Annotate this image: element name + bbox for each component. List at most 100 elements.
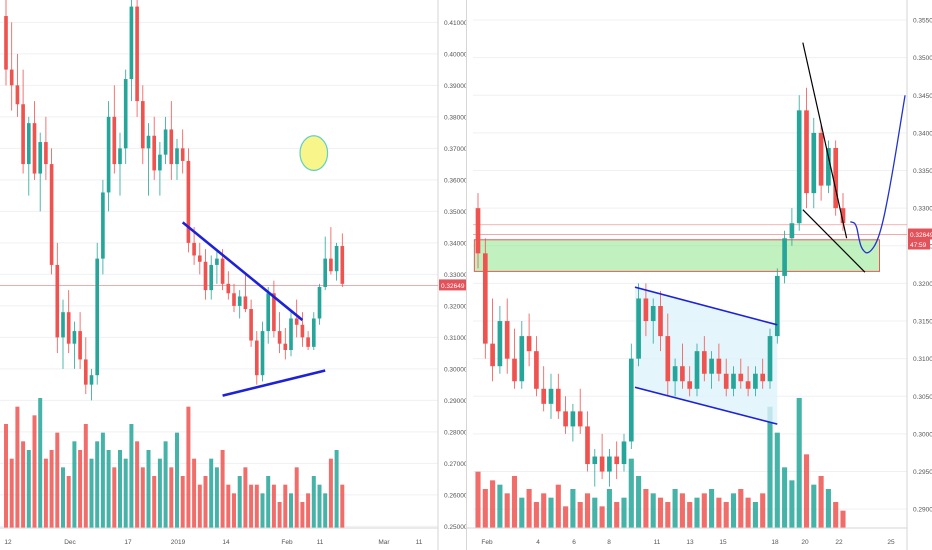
time-tick-label: 2019 [171,539,186,546]
candle-body [329,258,333,272]
volume-bar [833,502,839,528]
volume-bar [254,484,259,528]
volume-bar [89,458,94,528]
candle-body [738,373,744,382]
volume-bar [533,502,539,528]
candle-body [804,110,809,194]
candle [767,328,773,389]
candle [277,312,282,354]
candle-body [283,343,288,350]
time-tick-label: 4 [536,539,540,546]
candle-body [534,351,539,389]
volume-bar [4,424,8,528]
candle-body [9,69,14,86]
volume-bar [66,476,71,528]
candle [643,283,649,337]
candle [774,268,780,344]
candle [512,328,517,389]
volume-bar [283,484,288,528]
candle [340,233,345,287]
candle-body [760,373,766,382]
time-tick-label: 11 [317,539,324,546]
candle-body [21,104,25,165]
candle-body [311,318,316,347]
candle [585,411,590,472]
candle-body [687,381,693,389]
candle-body [186,160,191,243]
candle [789,208,795,246]
volume-bar [49,450,54,528]
candle-body [306,337,310,347]
volume-bar [157,458,162,528]
volume-bar [803,454,810,528]
volume-bar [760,493,766,528]
candle [118,132,122,196]
candle [811,117,817,209]
candle [650,298,656,344]
trendline[interactable] [802,209,866,273]
price-tick-label: 0.35000 [913,55,932,62]
candle [796,95,802,231]
candle [760,358,766,389]
left-time-axis[interactable]: 12 Dec 17 2019 14 Feb 11 Mar 11 [0,527,438,546]
candle-body [497,321,503,367]
volume-bar [555,484,561,528]
candle [289,312,293,357]
price-tick-label: 0.36000 [444,177,466,184]
candle [169,101,174,180]
channel-lower-line[interactable] [634,386,778,425]
volume-bar [584,493,591,528]
last-price-badge [908,228,932,240]
candle [497,306,503,374]
left-annotations[interactable] [181,135,329,397]
volume-bar [152,476,157,528]
candle [215,249,219,284]
candle-body [548,388,554,404]
left-price-axis[interactable]: 0.41000 0.40000 0.39000 0.38000 0.37000 0.360… [437,0,466,550]
candle-body [577,411,583,427]
candle [21,69,25,174]
volume-bar [118,450,122,528]
volume-bar [782,467,788,528]
candle [158,142,162,196]
candle [203,249,208,300]
target-circle[interactable] [299,135,329,172]
trendline[interactable] [222,369,326,397]
trendline[interactable] [181,221,304,322]
candle [180,129,185,174]
candle [140,85,145,165]
candle-body [95,258,100,376]
candle [782,230,787,284]
candle-body [614,456,620,465]
price-tick-label: 0.41000 [444,20,466,27]
projection-curve[interactable] [850,95,906,254]
volume-bar [123,458,128,528]
candle [249,299,253,347]
volume-bar [606,489,612,528]
price-tick-label: 0.27000 [444,461,466,468]
volume-bar [243,467,248,528]
left-chart-svg[interactable]: 0.41000 0.40000 0.39000 0.38000 0.37000 0.360… [0,0,466,550]
candle [818,125,824,201]
candle [317,283,322,325]
right-annotations[interactable] [634,42,906,425]
candle-body [237,296,242,306]
left-chart-panel[interactable]: 0.41000 0.40000 0.39000 0.38000 0.37000 0.360… [0,0,466,550]
candle [716,343,722,382]
support-zone[interactable] [473,239,880,272]
volume-bar [650,493,656,528]
candle [833,140,839,216]
price-tick-label: 0.32000 [913,281,932,288]
volume-bar [192,458,197,528]
channel-upper-line[interactable] [634,286,778,326]
trendline[interactable] [802,42,848,239]
right-time-axis[interactable]: Feb 4 6 8 11 13 15 18 20 22 25 [467,527,907,546]
candle [329,227,333,275]
volume-bar [694,497,700,528]
candle-body [774,275,780,337]
